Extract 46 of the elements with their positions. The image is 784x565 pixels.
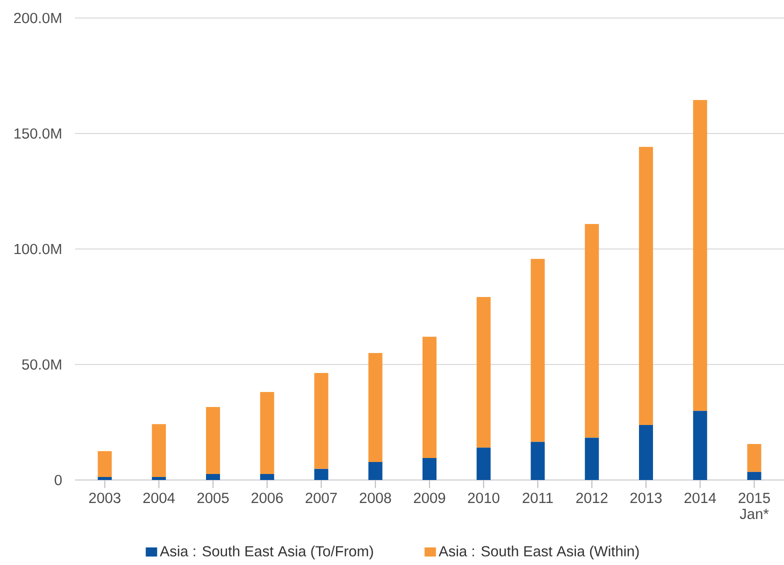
bar [206,407,220,474]
bar [206,474,220,480]
bar [98,476,112,480]
x-tick-label: 2011 [522,492,553,504]
bar [98,451,112,477]
bar [368,352,382,462]
legend-label: Asia : South East Asia (To/From) [160,546,373,560]
bar [638,425,653,480]
x-tick-label: 2004 [143,492,175,504]
x-tick-label: 2010 [468,492,500,504]
bar [476,297,491,448]
bar [584,224,599,438]
y-tick-label: 100.0M [14,244,62,254]
y-tick-label: 200.0M [14,12,62,24]
bar [422,458,437,480]
bar [260,392,274,474]
bar [476,448,491,480]
bar [530,258,545,442]
bar [693,410,708,480]
bar [530,442,545,480]
x-tick-label: 2012 [576,492,608,504]
bar [422,336,437,458]
bar [638,146,653,426]
bar [314,468,328,480]
x-tick-label: 2014 [684,492,716,504]
y-tick-label: 150.0M [14,128,62,139]
x-tick-label: 2013 [630,492,662,504]
bar [152,424,166,477]
bar [693,100,708,411]
bar [314,373,328,469]
x-tick-label: 2006 [252,492,283,504]
bar [584,438,599,480]
x-tick-label: 2003 [89,492,120,504]
bar [260,474,274,480]
x-tick-label: 2007 [306,492,337,504]
y-tick-label: 50.0M [22,359,62,370]
legend-label: Asia : South East Asia (Within) [438,546,639,560]
y-tick-label: 0 [54,474,62,486]
x-tick-label: 2008 [360,492,392,504]
x-tick-label: 2005 [197,492,229,504]
bar [747,472,762,480]
bar [747,444,762,472]
x-tick-label: 2009 [414,492,446,504]
bar [368,462,382,480]
x-tick-label: 2015 Jan* [738,492,770,520]
bar [152,476,166,480]
